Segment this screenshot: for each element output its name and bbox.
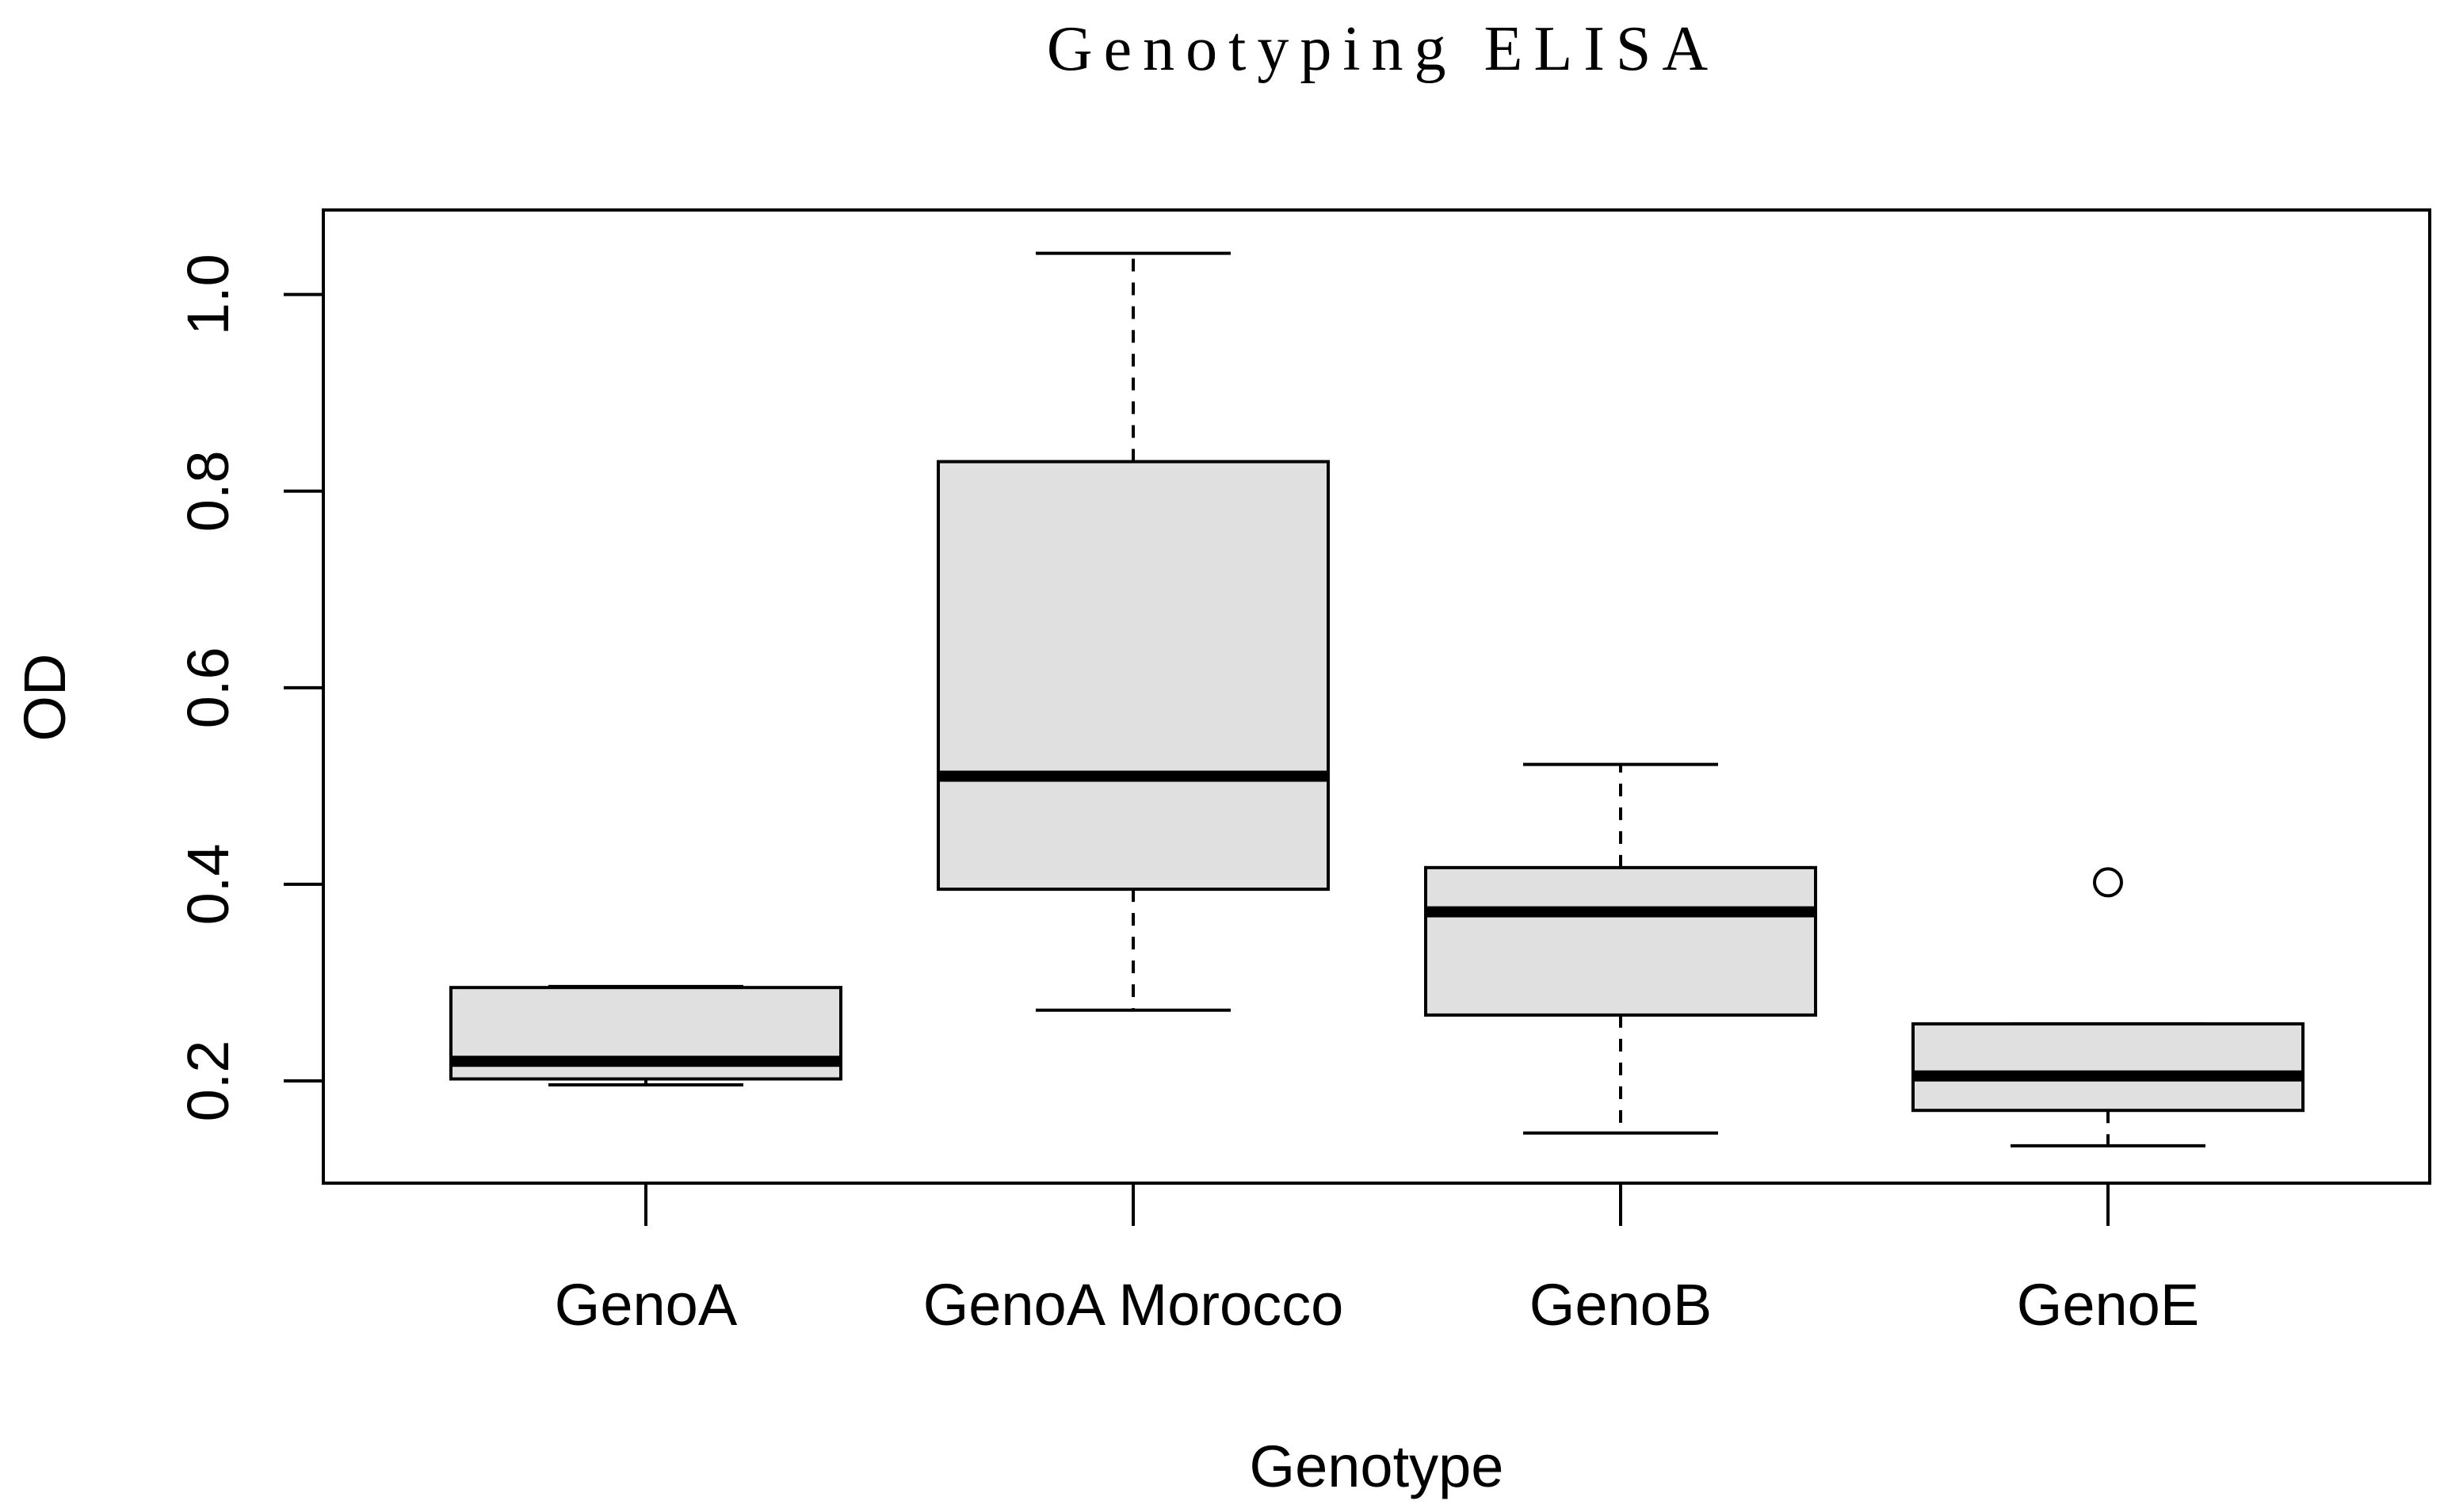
- box-3: [1424, 762, 1817, 1135]
- plot-frame: [322, 208, 2431, 1185]
- box-iqr: [1911, 1022, 2305, 1113]
- box-4: [1911, 867, 2305, 1147]
- x-tick-label: GenoB: [1529, 1272, 1712, 1338]
- box-1: [449, 984, 842, 1086]
- y-axis: 0.2 0.4 0.6 0.8 1.0: [175, 254, 323, 1121]
- boxes-group: [449, 251, 2305, 1147]
- x-tick-label: GenoA: [555, 1272, 738, 1338]
- y-tick-label: 0.4: [175, 843, 241, 925]
- x-tick-label: GenoE: [2017, 1272, 2199, 1338]
- box-iqr: [937, 460, 1330, 892]
- x-axis-label: Genotype: [1250, 1434, 1504, 1499]
- outlier-point: [2093, 867, 2123, 898]
- x-tick-label: GenoA Morocco: [923, 1272, 1344, 1338]
- y-tick-label: 0.2: [175, 1040, 241, 1122]
- y-tick-label: 1.0: [175, 254, 241, 335]
- chart-title: Genotyping ELISA: [1047, 14, 1719, 84]
- y-tick-label: 0.6: [175, 647, 241, 728]
- y-axis-label: OD: [12, 654, 78, 742]
- box-2: [937, 251, 1330, 1012]
- y-tick-label: 0.8: [175, 450, 241, 532]
- x-axis: GenoA GenoA Morocco GenoB GenoE: [555, 1183, 2199, 1338]
- box-iqr: [1424, 865, 1817, 1017]
